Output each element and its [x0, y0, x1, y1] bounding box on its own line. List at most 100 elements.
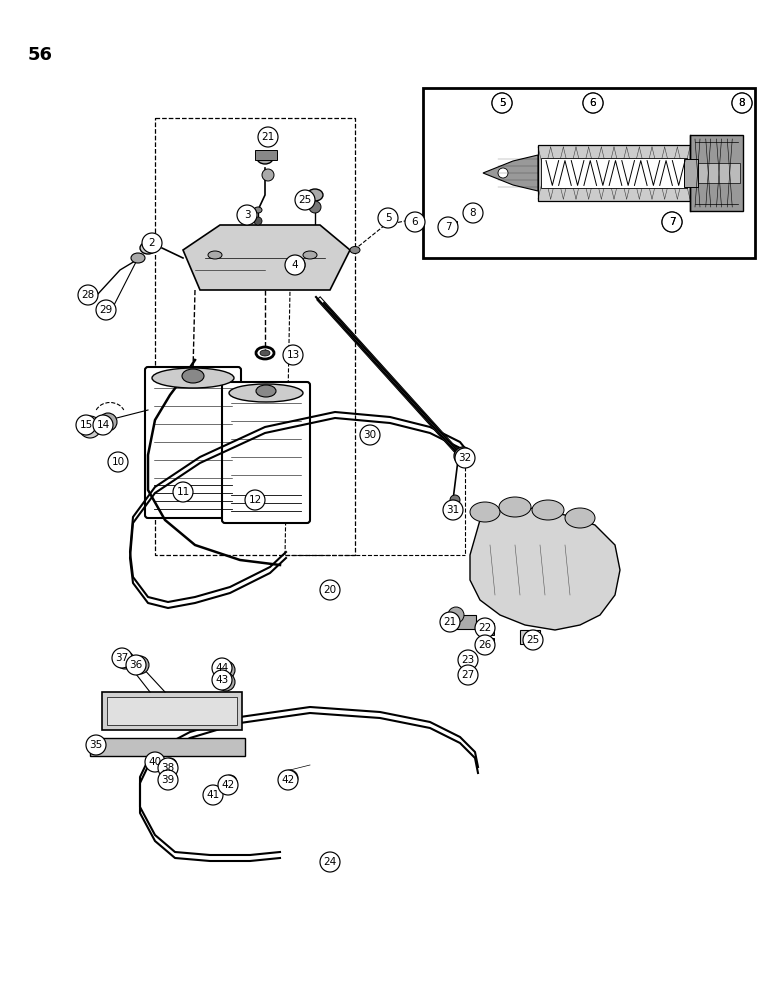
Circle shape — [475, 618, 495, 638]
Circle shape — [96, 300, 116, 320]
Text: 27: 27 — [462, 670, 475, 680]
Ellipse shape — [260, 350, 270, 356]
Circle shape — [732, 93, 752, 113]
Ellipse shape — [413, 219, 417, 222]
Circle shape — [438, 217, 458, 237]
Text: 20: 20 — [323, 585, 337, 595]
Ellipse shape — [410, 217, 420, 224]
Ellipse shape — [140, 242, 156, 254]
Circle shape — [163, 758, 177, 772]
Text: 22: 22 — [479, 623, 492, 633]
Circle shape — [295, 190, 315, 210]
Text: 5: 5 — [499, 98, 506, 108]
Circle shape — [320, 580, 340, 600]
Text: 37: 37 — [115, 653, 129, 663]
Bar — [684, 159, 698, 187]
Text: 24: 24 — [323, 857, 337, 867]
Polygon shape — [483, 155, 538, 191]
Ellipse shape — [256, 385, 276, 397]
Circle shape — [440, 612, 460, 632]
Circle shape — [158, 770, 178, 790]
Text: 26: 26 — [479, 640, 492, 650]
Text: 13: 13 — [286, 350, 300, 360]
Circle shape — [99, 413, 117, 431]
Circle shape — [142, 233, 162, 253]
Circle shape — [76, 415, 96, 435]
Text: 21: 21 — [262, 132, 275, 142]
Circle shape — [218, 775, 238, 795]
Text: 4: 4 — [292, 260, 298, 270]
Ellipse shape — [257, 152, 273, 164]
Circle shape — [523, 630, 543, 650]
FancyBboxPatch shape — [222, 382, 310, 523]
Ellipse shape — [229, 384, 303, 402]
Bar — [693, 163, 740, 183]
Polygon shape — [470, 508, 620, 630]
Circle shape — [662, 212, 682, 232]
Circle shape — [173, 482, 193, 502]
Circle shape — [254, 217, 262, 225]
Circle shape — [454, 447, 472, 465]
Circle shape — [158, 758, 178, 778]
Ellipse shape — [532, 500, 564, 520]
Ellipse shape — [182, 369, 204, 383]
Text: 28: 28 — [81, 290, 95, 300]
Bar — [690, 135, 743, 211]
Circle shape — [148, 753, 162, 767]
Text: 5: 5 — [384, 213, 391, 223]
Circle shape — [217, 673, 235, 691]
Circle shape — [212, 670, 232, 690]
Circle shape — [443, 500, 463, 520]
Circle shape — [258, 127, 278, 147]
Text: 3: 3 — [244, 210, 250, 220]
Circle shape — [203, 785, 223, 805]
Ellipse shape — [177, 483, 189, 491]
Circle shape — [285, 255, 305, 275]
Text: 8: 8 — [739, 98, 745, 108]
Bar — [520, 630, 540, 644]
Circle shape — [360, 425, 380, 445]
Text: 25: 25 — [298, 195, 312, 205]
Text: 8: 8 — [739, 98, 745, 108]
Bar — [478, 623, 494, 635]
Circle shape — [458, 665, 478, 685]
Ellipse shape — [307, 189, 323, 201]
Circle shape — [492, 93, 512, 113]
Bar — [538, 145, 690, 201]
Circle shape — [78, 285, 98, 305]
Circle shape — [448, 607, 464, 623]
Circle shape — [309, 201, 321, 213]
Circle shape — [208, 786, 222, 800]
Circle shape — [116, 651, 134, 669]
Text: 5: 5 — [499, 98, 506, 108]
Bar — [443, 221, 457, 228]
Bar — [90, 738, 245, 756]
Text: 25: 25 — [527, 635, 540, 645]
Text: 39: 39 — [161, 775, 174, 785]
Bar — [480, 638, 494, 648]
Circle shape — [282, 770, 298, 786]
Text: 38: 38 — [161, 763, 174, 773]
Text: 7: 7 — [445, 222, 452, 232]
Text: 42: 42 — [281, 775, 295, 785]
Circle shape — [583, 93, 603, 113]
Text: 43: 43 — [215, 675, 229, 685]
Ellipse shape — [83, 290, 97, 300]
Text: 29: 29 — [100, 305, 113, 315]
Ellipse shape — [565, 508, 595, 528]
Circle shape — [145, 752, 165, 772]
Ellipse shape — [446, 505, 460, 515]
Polygon shape — [183, 225, 350, 290]
Ellipse shape — [499, 497, 531, 517]
Circle shape — [131, 656, 149, 674]
Text: 7: 7 — [669, 217, 676, 227]
Text: 32: 32 — [459, 453, 472, 463]
Circle shape — [662, 212, 682, 232]
Bar — [383, 215, 395, 221]
Circle shape — [283, 345, 303, 365]
Text: 14: 14 — [96, 420, 110, 430]
Circle shape — [126, 655, 146, 675]
Ellipse shape — [152, 368, 234, 388]
Circle shape — [475, 635, 495, 655]
Text: 15: 15 — [80, 420, 93, 430]
